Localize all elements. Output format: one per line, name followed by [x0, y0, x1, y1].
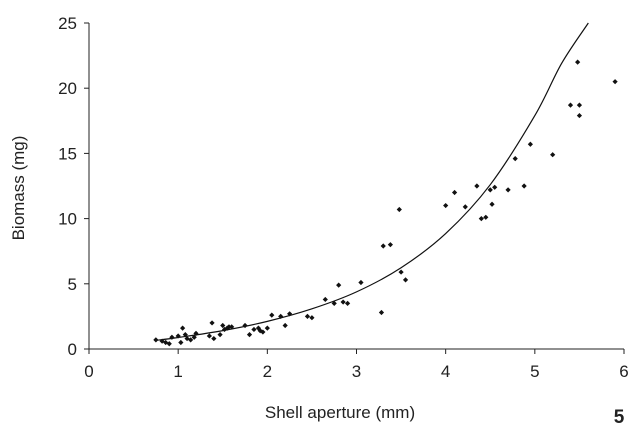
- data-point: [492, 184, 498, 190]
- y-ticks: 0 5 10 15 20 25: [58, 14, 89, 359]
- data-point: [242, 322, 248, 329]
- data-point: [287, 311, 293, 317]
- data-point: [304, 313, 311, 319]
- data-point: [474, 183, 480, 189]
- data-point: [443, 202, 449, 209]
- y-tick-label: 20: [58, 79, 77, 98]
- x-axis-title: Shell aperture (mm): [265, 403, 415, 422]
- data-point: [396, 206, 402, 213]
- data-point: [269, 312, 275, 318]
- data-point: [576, 102, 583, 108]
- data-point: [159, 338, 165, 344]
- data-point: [257, 328, 263, 334]
- data-point: [378, 309, 385, 316]
- data-point: [527, 141, 533, 147]
- x-tick-label: 4: [441, 362, 450, 381]
- data-point: [380, 243, 386, 249]
- x-tick-label: 6: [619, 362, 628, 381]
- y-tick-label: 15: [58, 144, 77, 163]
- data-point: [402, 277, 409, 283]
- x-tick-label: 3: [352, 362, 361, 381]
- data-point: [487, 187, 493, 193]
- data-point: [260, 329, 266, 335]
- data-point: [193, 330, 199, 336]
- data-point: [211, 335, 217, 342]
- data-point: [246, 332, 253, 338]
- data-point: [340, 299, 346, 305]
- data-point: [336, 282, 342, 288]
- data-point: [462, 204, 468, 210]
- data-point: [182, 332, 188, 338]
- data-point: [451, 189, 458, 196]
- x-ticks: 0 1 2 3 4 5 6: [84, 349, 629, 381]
- data-point: [331, 300, 337, 306]
- data-point: [322, 296, 328, 303]
- data-point: [567, 102, 574, 108]
- data-point: [309, 315, 315, 321]
- data-point: [255, 325, 262, 331]
- data-point: [387, 242, 393, 248]
- axes: [88, 23, 624, 350]
- data-point: [344, 300, 351, 306]
- x-tick-label: 1: [173, 362, 182, 381]
- data-point: [575, 59, 581, 65]
- data-points: [153, 59, 618, 347]
- data-point: [251, 326, 257, 333]
- data-point: [398, 269, 404, 275]
- data-point: [188, 337, 194, 343]
- data-point: [166, 341, 172, 347]
- data-point: [505, 187, 511, 193]
- data-point: [550, 152, 556, 158]
- figure-panel-number: 5: [614, 407, 625, 427]
- y-tick-label: 5: [68, 275, 77, 294]
- fitted-curve-line: [155, 22, 589, 341]
- data-point: [153, 337, 159, 343]
- data-point: [191, 334, 197, 340]
- data-point: [483, 214, 489, 220]
- data-point: [512, 156, 518, 162]
- data-point: [217, 332, 223, 338]
- data-point: [612, 79, 618, 85]
- data-point: [209, 320, 215, 326]
- data-point: [264, 325, 270, 331]
- x-tick-label: 2: [263, 362, 272, 381]
- data-point: [278, 313, 284, 319]
- x-tick-label: 5: [530, 362, 539, 381]
- data-point: [220, 322, 226, 329]
- data-point: [358, 279, 364, 286]
- data-point: [282, 322, 288, 329]
- data-point: [489, 201, 495, 207]
- y-axis-title: Biomass (mg): [9, 136, 28, 241]
- data-point: [175, 333, 181, 339]
- data-point: [576, 112, 583, 119]
- y-tick-label: 0: [68, 340, 77, 359]
- data-point: [226, 324, 232, 330]
- data-point: [169, 334, 175, 340]
- y-tick-label: 25: [58, 14, 77, 33]
- y-tick-label: 10: [58, 210, 77, 229]
- x-tick-label: 0: [84, 362, 93, 381]
- data-point: [521, 183, 527, 189]
- data-point: [229, 324, 235, 330]
- data-point: [178, 339, 184, 346]
- data-point: [206, 333, 212, 339]
- data-point: [180, 325, 186, 331]
- data-point: [478, 216, 484, 222]
